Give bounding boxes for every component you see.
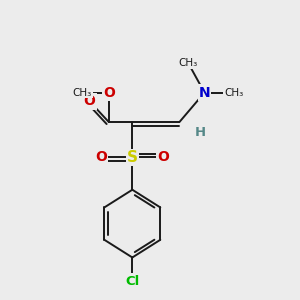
Text: CH₃: CH₃ [179, 58, 198, 68]
Text: O: O [103, 85, 115, 100]
Text: O: O [157, 150, 169, 164]
Text: O: O [84, 94, 96, 108]
Text: Cl: Cl [125, 274, 140, 287]
Text: O: O [95, 150, 107, 164]
Text: S: S [127, 150, 138, 165]
Text: N: N [199, 85, 210, 100]
Text: CH₃: CH₃ [73, 88, 92, 98]
Text: H: H [194, 126, 206, 139]
Text: CH₃: CH₃ [224, 88, 244, 98]
